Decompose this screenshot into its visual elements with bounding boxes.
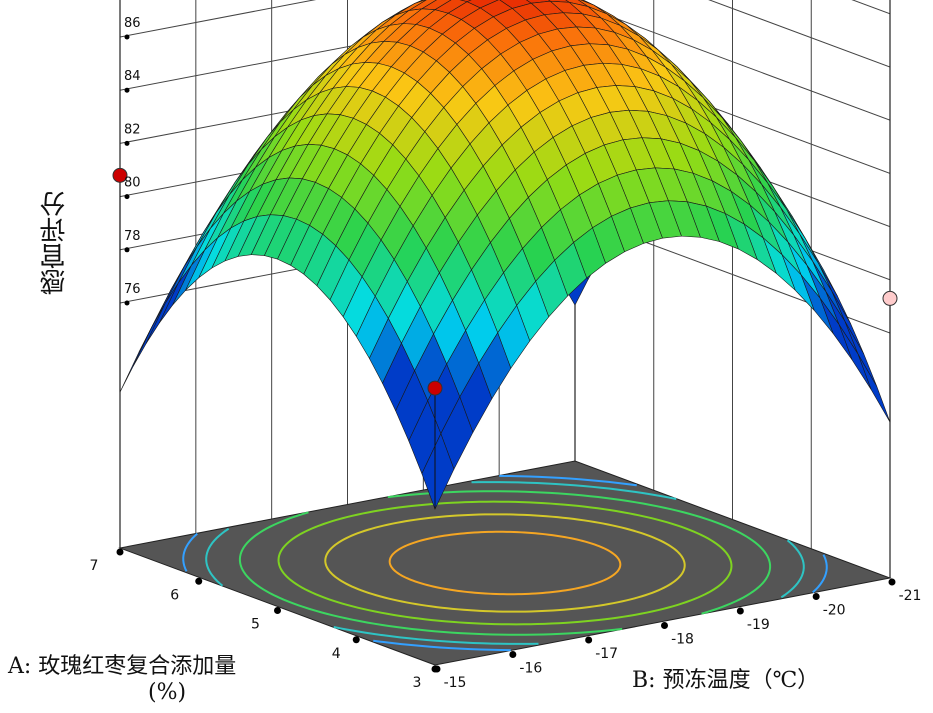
surface-patch: [421, 432, 455, 510]
a-tick-label: 6: [170, 587, 179, 603]
design-point: [882, 290, 898, 306]
z-axis-label: 感官评分: [40, 191, 70, 295]
contour-line: [238, 511, 623, 636]
b-tick-mark: [585, 636, 593, 644]
z-tick-label: 82: [124, 122, 141, 137]
b-tick-label: -16: [519, 661, 542, 677]
a-axis-label: A: 玫瑰红枣复合添加量: [8, 654, 237, 679]
b-tick-mark: [661, 622, 668, 629]
b-tick-label: -15: [444, 675, 467, 691]
a-tick-mark: [274, 607, 281, 614]
a-tick-mark: [195, 577, 203, 585]
floor-plane: [118, 460, 892, 666]
contour-line: [333, 626, 539, 645]
contour-line: [780, 539, 805, 599]
contour-line: [471, 481, 677, 500]
a-tick-label: 7: [90, 558, 99, 574]
a-tick-mark: [116, 548, 124, 556]
contour-line: [388, 530, 622, 596]
b-tick-mark: [736, 607, 744, 615]
contour-floor: [118, 460, 892, 666]
b-tick-label: -18: [671, 632, 694, 648]
b-tick-label: -21: [899, 588, 922, 604]
b-tick-mark: [509, 651, 517, 658]
contour-line: [812, 554, 828, 594]
z-tick-label: 76: [124, 282, 141, 297]
axis-ticks: 767880828486889034567-15-16-17-18-19-20-…: [90, 16, 922, 691]
design-point: [427, 380, 443, 396]
z-tick-label: 86: [124, 16, 141, 31]
z-tick-mark: [124, 87, 130, 93]
design-point: [112, 167, 128, 183]
z-tick-mark: [124, 140, 130, 146]
a-tick-label: 3: [413, 675, 422, 691]
contour-line: [205, 527, 230, 587]
b-tick-label: -17: [595, 646, 618, 662]
z-tick-mark: [124, 194, 130, 200]
z-tick-label: 78: [124, 229, 141, 244]
contour-line: [324, 513, 686, 613]
z-tick-mark: [124, 34, 130, 40]
design-points: [112, 167, 898, 510]
contour-line: [387, 490, 772, 615]
b-tick-label: -19: [747, 617, 770, 633]
a-tick-label: 4: [332, 646, 341, 662]
surface-patch: [145, 282, 179, 344]
wall-grid-line: [119, 0, 891, 68]
surface-patch: [857, 353, 891, 423]
b-tick-label: -20: [823, 603, 846, 619]
z-tick-mark: [124, 300, 130, 306]
contour-line: [373, 639, 511, 652]
contour-line: [277, 500, 733, 626]
contour-line: [499, 474, 637, 487]
response-surface: [119, 0, 891, 510]
z-tick-label: 84: [124, 69, 141, 84]
z-tick-mark: [124, 247, 130, 253]
a-tick-label: 5: [251, 617, 260, 633]
b-tick-mark: [812, 593, 820, 600]
contour-line: [182, 532, 198, 572]
b-axis-label: B: 预冻温度（℃）: [632, 668, 820, 693]
z-tick-label: 80: [124, 176, 141, 191]
a-axis-unit: (%): [148, 680, 187, 705]
b-tick-mark: [433, 665, 441, 673]
a-tick-mark: [352, 636, 360, 644]
b-tick-mark: [888, 578, 896, 586]
